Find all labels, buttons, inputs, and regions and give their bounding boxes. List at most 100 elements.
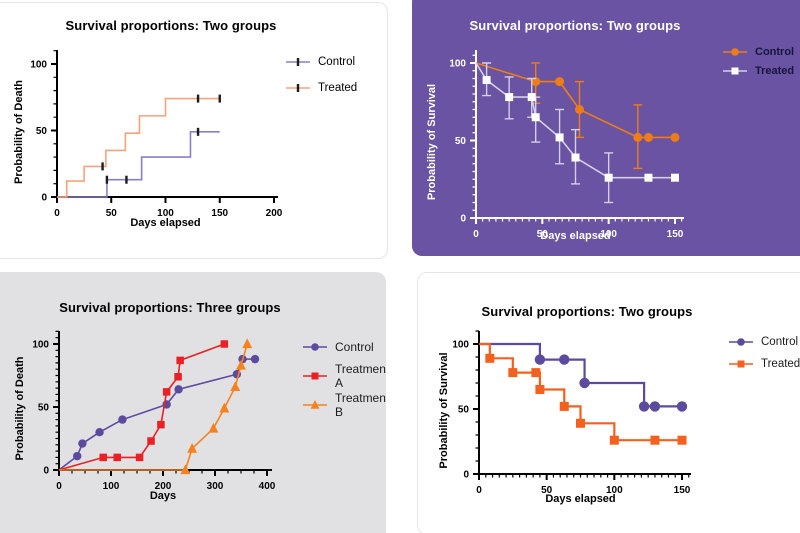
data-point-square bbox=[535, 385, 545, 394]
y-axis-label: Probability of Survival bbox=[438, 352, 450, 469]
chart-title: Survival proportions: Three groups bbox=[59, 300, 281, 315]
legend-label: Treated bbox=[755, 64, 795, 77]
survival-two-groups-purple-plot: 0 50 100 150 0 50 100 bbox=[449, 50, 684, 240]
y-tick-label: 50 bbox=[458, 405, 470, 416]
legend-item-treated: Treated bbox=[722, 61, 794, 80]
censor-tick bbox=[105, 175, 109, 184]
x-tick-label: 300 bbox=[207, 481, 224, 492]
x-tick-label: 100 bbox=[103, 481, 120, 492]
card-survival-two-groups: Survival proportions: Two groups 0 50 100 1… bbox=[417, 272, 800, 533]
death-two-groups-plot: 0 50 100 150 200 0 50 100 bbox=[30, 50, 283, 219]
series-line bbox=[59, 343, 249, 471]
data-point-circle bbox=[643, 132, 653, 142]
censor-tick bbox=[296, 58, 300, 66]
series-line bbox=[57, 97, 220, 198]
data-point-square bbox=[508, 368, 518, 378]
chart-title: Survival proportions: Two groups bbox=[65, 18, 277, 33]
data-point-square bbox=[531, 113, 540, 122]
censor-tick bbox=[125, 175, 128, 184]
legend-swatch bbox=[729, 338, 753, 346]
legend-label: Treatment B bbox=[335, 390, 386, 419]
y-tick-label: 0 bbox=[463, 470, 469, 481]
x-ticks: 0 100 200 300 400 bbox=[56, 470, 276, 492]
legend-swatch bbox=[286, 58, 310, 66]
y-tick-label: 50 bbox=[36, 126, 48, 137]
x-tick-label: 50 bbox=[541, 485, 553, 496]
data-point-square bbox=[162, 388, 171, 396]
data-point-triangle bbox=[180, 464, 191, 475]
data-point-square bbox=[650, 435, 660, 445]
data-point-circle bbox=[174, 385, 183, 394]
series-line bbox=[58, 343, 225, 471]
data-point-square bbox=[671, 173, 679, 182]
data-point-triangle bbox=[236, 359, 246, 370]
card-death-two-groups: Survival proportions: Two groups 0 50 100 1… bbox=[0, 2, 388, 259]
data-point-triangle bbox=[242, 338, 253, 349]
legend-swatch bbox=[286, 84, 310, 92]
y-tick-label: 100 bbox=[452, 340, 469, 351]
censor-tick bbox=[218, 94, 221, 103]
data-point-square bbox=[609, 435, 619, 445]
data-point-square bbox=[644, 173, 653, 182]
x-axis-label: Days elapsed bbox=[545, 493, 616, 505]
x-ticks: 0 50 100 150 200 bbox=[54, 197, 283, 219]
legend-item-control: Control bbox=[302, 332, 386, 361]
data-point-circle bbox=[737, 338, 745, 346]
x-axis-label: Days elapsed bbox=[130, 217, 201, 229]
y-ticks: 0 50 100 bbox=[30, 50, 57, 204]
card-death-three-groups: Survival proportions: Three groups 0 100 2… bbox=[0, 272, 386, 533]
data-point-circle bbox=[73, 451, 82, 461]
data-point-circle bbox=[579, 377, 590, 389]
legend-item-control: Control bbox=[285, 49, 357, 75]
data-point-triangle bbox=[310, 399, 320, 409]
data-point-square bbox=[555, 133, 564, 142]
data-point-triangle bbox=[219, 402, 230, 413]
series-control bbox=[57, 127, 220, 198]
legend-swatch bbox=[723, 47, 747, 56]
legend-item-treatment-a: Treatment A bbox=[302, 361, 386, 390]
data-point-circle bbox=[311, 342, 319, 351]
data-point-circle bbox=[250, 354, 260, 364]
data-point-square bbox=[135, 453, 144, 462]
y-tick-label: 50 bbox=[38, 403, 50, 414]
y-tick-label: 100 bbox=[32, 340, 49, 351]
legend-item-treatment-b: Treatment B bbox=[302, 390, 386, 419]
data-point-circle bbox=[574, 105, 584, 114]
series-line bbox=[58, 358, 256, 471]
data-point-square bbox=[677, 435, 687, 445]
axes bbox=[56, 50, 278, 198]
data-point-circle bbox=[95, 428, 104, 437]
data-point-circle bbox=[649, 401, 661, 412]
data-point-triangle bbox=[187, 443, 198, 453]
data-point-square bbox=[531, 368, 541, 378]
x-ticks: 0 50 100 150 bbox=[476, 474, 691, 496]
legend-label: Treatment A bbox=[335, 361, 386, 390]
legend-label: Control bbox=[755, 45, 795, 58]
legend: Control Treatment A Treatment B bbox=[302, 332, 386, 419]
series-line bbox=[475, 62, 675, 179]
x-tick-label: 150 bbox=[674, 485, 691, 496]
legend-label: Treated bbox=[761, 358, 800, 370]
x-tick-label: 0 bbox=[476, 485, 482, 496]
legend: Control Treated bbox=[722, 42, 794, 80]
x-tick-label: 0 bbox=[54, 208, 60, 219]
y-ticks: 0 50 100 bbox=[452, 330, 479, 481]
x-tick-label: 200 bbox=[266, 208, 283, 219]
data-point-circle bbox=[559, 354, 570, 365]
data-point-circle bbox=[633, 132, 643, 142]
data-point-square bbox=[157, 420, 165, 429]
y-tick-label: 0 bbox=[460, 214, 466, 225]
data-point-square bbox=[482, 76, 491, 85]
legend-swatch bbox=[303, 342, 327, 351]
series-treatment-b bbox=[59, 338, 253, 475]
data-point-triangle bbox=[230, 381, 241, 392]
legend-item-treated: Treated bbox=[728, 353, 800, 375]
series-treated bbox=[475, 62, 679, 204]
axes bbox=[478, 331, 691, 475]
data-point-circle bbox=[731, 47, 739, 56]
y-tick-label: 0 bbox=[43, 466, 49, 477]
data-point-square bbox=[571, 153, 580, 162]
legend-item-control: Control bbox=[728, 331, 800, 353]
y-tick-label: 100 bbox=[30, 60, 47, 71]
